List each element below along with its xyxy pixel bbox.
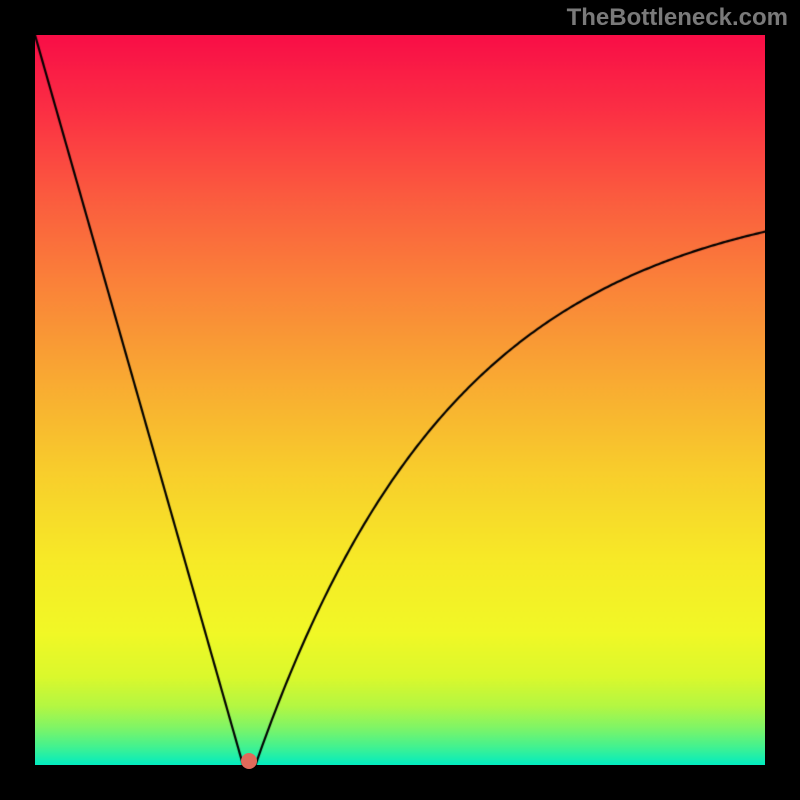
watermark-text: TheBottleneck.com	[567, 4, 788, 32]
plot-frame	[35, 35, 765, 765]
bottleneck-curve	[35, 35, 765, 765]
chart-stage: TheBottleneck.com	[0, 0, 800, 800]
sweet-spot-marker	[241, 753, 257, 769]
